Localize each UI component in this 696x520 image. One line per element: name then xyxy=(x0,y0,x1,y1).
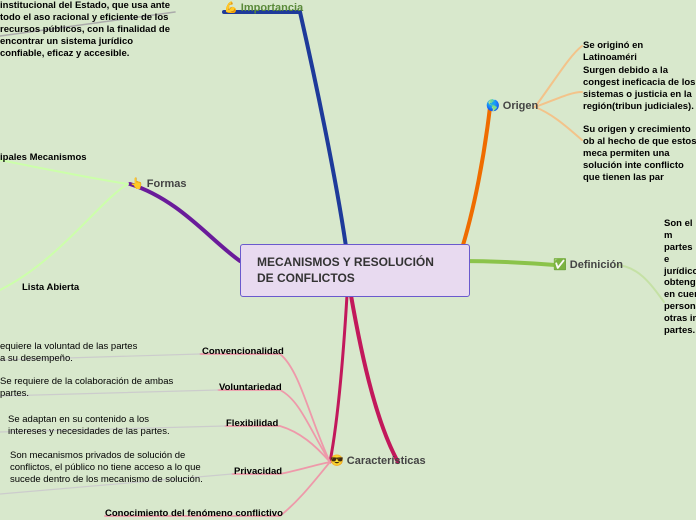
sub-convencionalidad: Convencionalidad xyxy=(202,346,284,358)
branch-formas: 👆 Formas xyxy=(130,177,187,190)
center-title: MECANISMOS Y RESOLUCIÓN DE CONFLICTOS xyxy=(257,255,434,285)
branch-caracteristicas: 😎 Características xyxy=(330,454,426,467)
leaf-definicion: Son el m partes e jurídico: obtenga en c… xyxy=(664,218,696,337)
muscle-icon: 💪 xyxy=(224,2,238,14)
leaf-origen-3: Su origen y crecimiento ob al hecho de q… xyxy=(583,124,696,183)
center-node: MECANISMOS Y RESOLUCIÓN DE CONFLICTOS xyxy=(240,244,470,297)
cool-icon: 😎 xyxy=(330,455,344,467)
globe-icon: 🌎 xyxy=(486,100,500,112)
leaf-voluntariedad: Se requiere de la colaboración de ambas … xyxy=(0,376,175,400)
branch-definicion: ✅ Definición xyxy=(553,258,623,271)
branch-origen-label: Origen xyxy=(503,100,538,112)
branch-caracteristicas-label: Características xyxy=(347,455,426,467)
leaf-flexibilidad: Se adaptan en su contenido a los interes… xyxy=(8,414,188,438)
check-icon: ✅ xyxy=(553,259,567,271)
leaf-importancia: institucional del Estado, que usa ante t… xyxy=(0,0,175,59)
sub-voluntariedad: Voluntariedad xyxy=(219,382,282,394)
branch-formas-label: Formas xyxy=(147,178,187,190)
branch-importancia: 💪 Importancia xyxy=(224,1,303,14)
branch-definicion-label: Definición xyxy=(570,259,623,271)
sub-flexibilidad: Flexibilidad xyxy=(226,418,278,430)
leaf-privacidad: Son mecanismos privados de solución de c… xyxy=(10,450,205,486)
branch-importancia-label: Importancia xyxy=(241,2,303,14)
sub-privacidad: Privacidad xyxy=(234,466,282,478)
sub-conocimiento: Conocimiento del fenómeno conflictivo xyxy=(105,508,283,520)
leaf-origen-1: Se originó en Latinoaméri xyxy=(583,40,696,64)
branch-origen: 🌎 Origen xyxy=(486,99,538,112)
leaf-lista-abierta: Lista Abierta xyxy=(22,282,79,294)
leaf-convencionalidad: equiere la voluntad de las partes a su d… xyxy=(0,341,140,365)
leaf-origen-2: Surgen debido a la congest ineficacia de… xyxy=(583,65,696,113)
leaf-mecanismos: ipales Mecanismos xyxy=(0,152,87,164)
point-up-icon: 👆 xyxy=(130,178,144,190)
